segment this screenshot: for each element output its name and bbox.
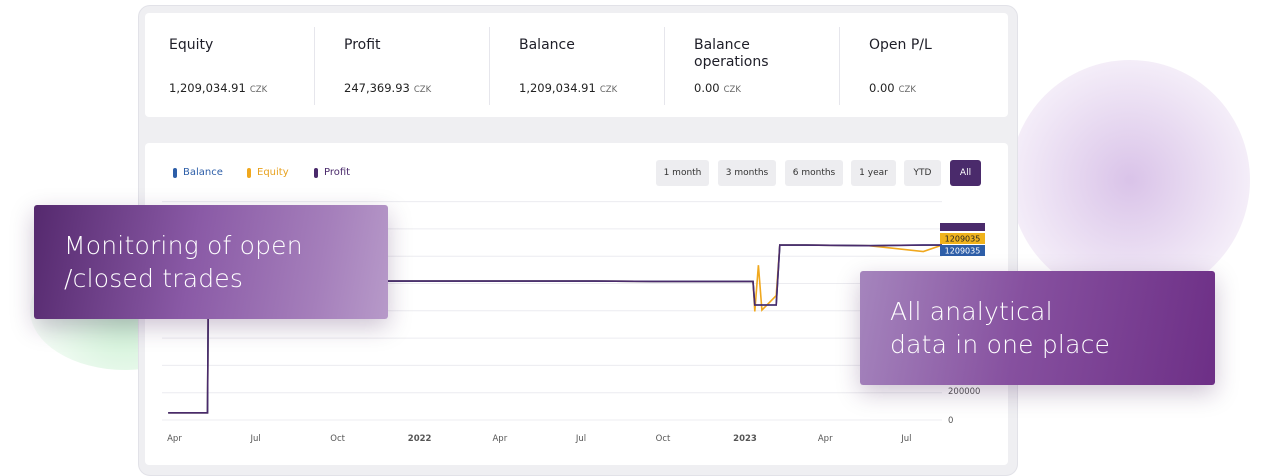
legend-swatch bbox=[314, 167, 318, 178]
stat-amount: 247,369.93 bbox=[344, 81, 410, 95]
end-label-box bbox=[940, 233, 985, 244]
x-tick-label: Oct bbox=[656, 434, 671, 444]
x-tick-label: Apr bbox=[818, 434, 833, 444]
end-label-text: 1209035 bbox=[945, 247, 981, 256]
stat-amount: 1,209,034.91 bbox=[169, 81, 246, 95]
timeframe-6-months-button[interactable]: 6 months bbox=[785, 160, 843, 186]
x-tick-label: Apr bbox=[492, 434, 507, 444]
timeframe-all-button[interactable]: All bbox=[950, 160, 981, 186]
x-tick-label: Oct bbox=[330, 434, 345, 444]
stat-amount: 0.00 bbox=[694, 81, 720, 95]
x-tick-label: Jul bbox=[249, 434, 260, 444]
timeframe-1-month-button[interactable]: 1 month bbox=[656, 160, 709, 186]
y-tick-label: 200000 bbox=[948, 387, 980, 397]
legend-swatch bbox=[247, 167, 251, 178]
callout-analytics: All analytical data in one place bbox=[860, 271, 1215, 385]
end-label-box bbox=[940, 245, 985, 256]
x-tick-label: 2023 bbox=[733, 434, 757, 444]
legend-item-profit[interactable]: Profit bbox=[314, 167, 350, 178]
callout-text: Monitoring of open /closed trades bbox=[64, 231, 303, 293]
legend-label: Balance bbox=[183, 167, 223, 178]
stat-label: Balance operations bbox=[694, 37, 769, 70]
x-tick-label: Jul bbox=[575, 434, 586, 444]
stat-label: Open P/L bbox=[869, 37, 932, 53]
callout-text: All analytical data in one place bbox=[890, 297, 1111, 359]
x-tick-label: 2022 bbox=[408, 434, 432, 444]
timeframe-3-months-button[interactable]: 3 months bbox=[718, 160, 776, 186]
stat-balance: Balance 1,209,034.91 CZK bbox=[495, 13, 665, 117]
legend-swatch bbox=[173, 167, 177, 178]
x-axis-labels: Apr Jul Oct 2022 Apr Jul Oct 2023 Apr Jul bbox=[167, 434, 911, 444]
stat-divider bbox=[664, 27, 665, 105]
stat-label: Balance bbox=[519, 37, 575, 53]
stat-open-pl: Open P/L 0.00 CZK bbox=[845, 13, 1008, 117]
series-end-labels: 1209035 1209035 bbox=[940, 223, 985, 256]
stat-label: Profit bbox=[344, 37, 381, 53]
stat-divider bbox=[839, 27, 840, 105]
callout-monitoring: Monitoring of open /closed trades bbox=[34, 205, 388, 319]
end-label-profit-tag bbox=[940, 223, 985, 231]
stat-currency: CZK bbox=[898, 85, 916, 95]
stat-amount: 0.00 bbox=[869, 81, 895, 95]
stat-value: 0.00 CZK bbox=[694, 81, 741, 95]
stat-currency: CZK bbox=[599, 85, 618, 95]
stat-value: 1,209,034.91 CZK bbox=[169, 81, 267, 95]
stat-equity: Equity 1,209,034.91 CZK bbox=[145, 13, 315, 117]
legend-item-balance[interactable]: Balance bbox=[173, 167, 223, 178]
timeframe-ytd-button[interactable]: YTD bbox=[904, 160, 941, 186]
background-glow-purple bbox=[1010, 60, 1250, 300]
stat-label: Equity bbox=[169, 37, 214, 53]
stat-value: 1,209,034.91 CZK bbox=[519, 81, 617, 95]
stat-value: 247,369.93 CZK bbox=[344, 81, 431, 95]
end-label-text: 1209035 bbox=[945, 235, 981, 244]
stat-amount: 1,209,034.91 bbox=[519, 81, 596, 95]
stat-currency: CZK bbox=[723, 85, 741, 95]
x-tick-label: Jul bbox=[900, 434, 911, 444]
legend-label: Equity bbox=[257, 167, 289, 178]
stat-divider bbox=[314, 27, 315, 105]
timeframe-1-year-button[interactable]: 1 year bbox=[851, 160, 896, 186]
legend-item-equity[interactable]: Equity bbox=[247, 167, 289, 178]
stat-divider bbox=[489, 27, 490, 105]
stats-panel: Equity 1,209,034.91 CZK Profit 247,369.93… bbox=[145, 13, 1008, 117]
stat-currency: CZK bbox=[413, 85, 432, 95]
legend-label: Profit bbox=[324, 167, 351, 178]
y-tick-label: 0 bbox=[948, 416, 953, 426]
stat-balance-operations: Balance operations 0.00 CZK bbox=[670, 13, 840, 117]
stat-currency: CZK bbox=[249, 85, 268, 95]
stat-profit: Profit 247,369.93 CZK bbox=[320, 13, 490, 117]
x-tick-label: Apr bbox=[167, 434, 182, 444]
y-axis-labels: 0 200000 bbox=[948, 387, 980, 426]
stat-value: 0.00 CZK bbox=[869, 81, 916, 95]
